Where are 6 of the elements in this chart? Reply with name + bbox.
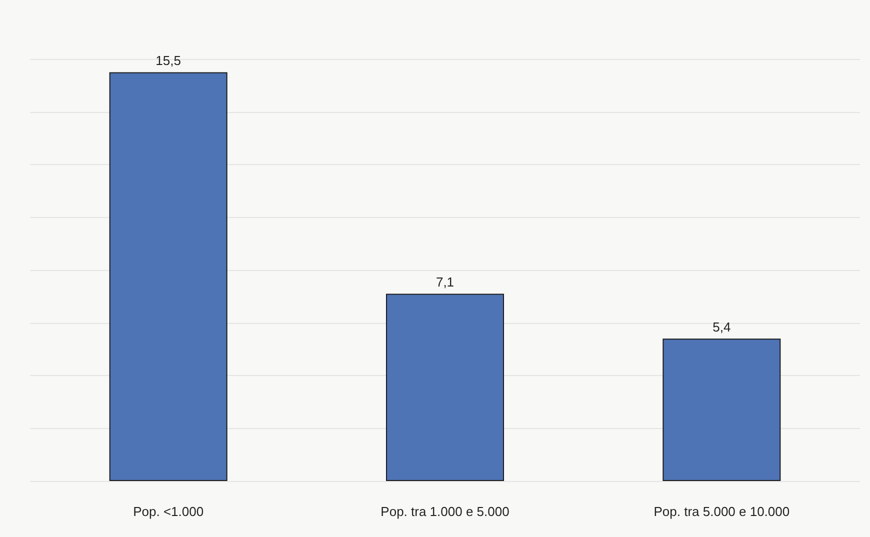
data-label: 7,1 <box>436 274 454 290</box>
x-tick-label: Pop. <1.000 <box>133 504 204 519</box>
data-label: 15,5 <box>156 53 181 68</box>
data-label: 5,4 <box>712 320 731 335</box>
x-tick-label: Pop. tra 5.000 e 10.000 <box>654 504 790 519</box>
x-tick-label: Pop. tra 1.000 e 5.000 <box>380 504 510 519</box>
